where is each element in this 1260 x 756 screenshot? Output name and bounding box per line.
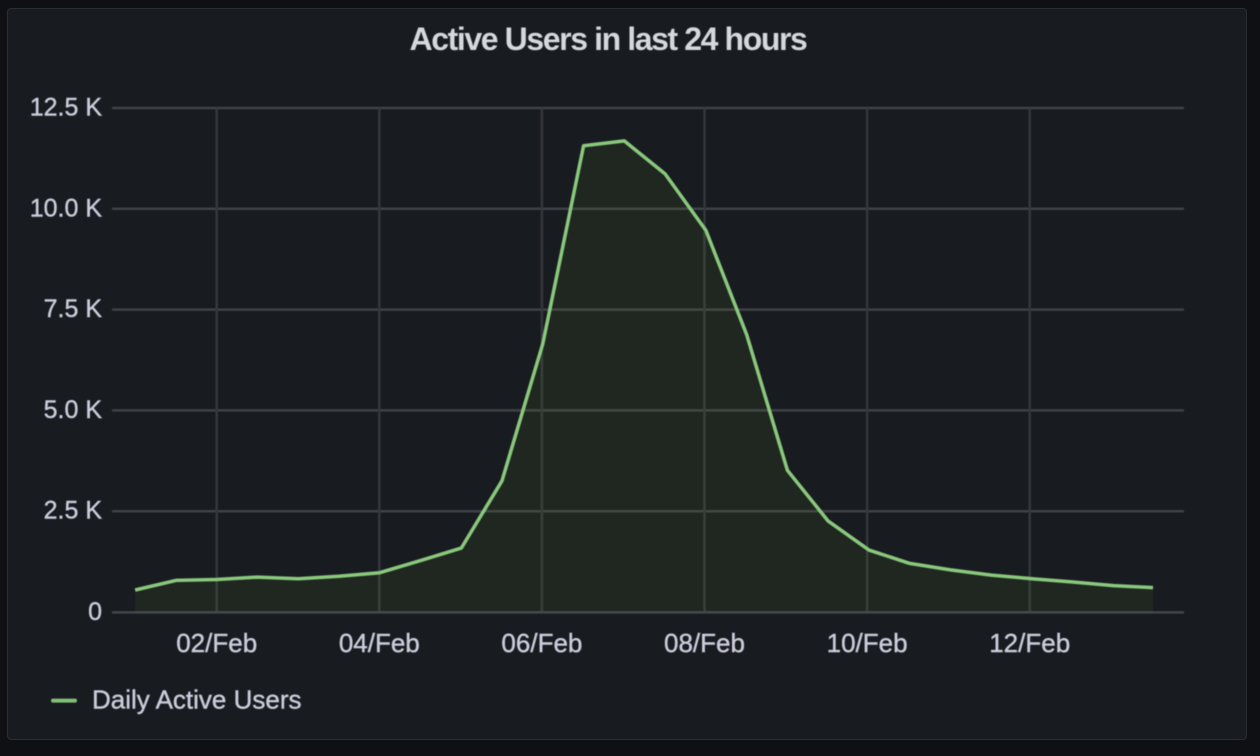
svg-text:12.5 K: 12.5 K bbox=[30, 94, 103, 122]
svg-text:2.5 K: 2.5 K bbox=[44, 497, 103, 525]
svg-text:10/Feb: 10/Feb bbox=[827, 628, 908, 658]
svg-text:04/Feb: 04/Feb bbox=[339, 628, 420, 658]
svg-text:12/Feb: 12/Feb bbox=[989, 628, 1070, 658]
svg-text:5.0 K: 5.0 K bbox=[44, 396, 103, 424]
svg-text:Daily Active Users: Daily Active Users bbox=[92, 684, 302, 714]
svg-text:0: 0 bbox=[88, 598, 102, 626]
svg-text:02/Feb: 02/Feb bbox=[176, 628, 257, 658]
svg-text:10.0 K: 10.0 K bbox=[30, 194, 103, 222]
svg-text:06/Feb: 06/Feb bbox=[501, 628, 582, 658]
svg-text:08/Feb: 08/Feb bbox=[664, 628, 745, 658]
svg-text:7.5 K: 7.5 K bbox=[44, 295, 103, 323]
